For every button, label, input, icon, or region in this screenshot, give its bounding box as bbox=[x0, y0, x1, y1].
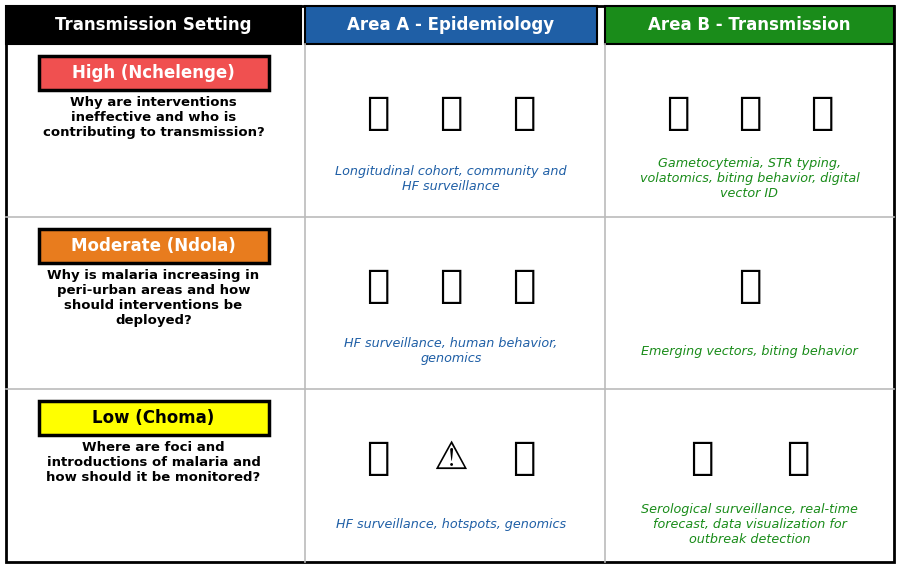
Text: Emerging vectors, biting behavior: Emerging vectors, biting behavior bbox=[641, 345, 858, 358]
Text: Serological surveillance, real-time
forecast, data visualization for
outbreak de: Serological surveillance, real-time fore… bbox=[641, 503, 858, 545]
Text: 🏬: 🏬 bbox=[512, 94, 535, 132]
Bar bbox=[305, 6, 597, 44]
Bar bbox=[39, 229, 268, 262]
Bar bbox=[6, 6, 301, 44]
Text: High (Nchelenge): High (Nchelenge) bbox=[72, 64, 235, 82]
Text: 🏺: 🏺 bbox=[810, 94, 833, 132]
Bar bbox=[605, 6, 894, 44]
Text: 🦟: 🦟 bbox=[738, 267, 761, 305]
Text: Moderate (Ndola): Moderate (Ndola) bbox=[71, 237, 236, 254]
Text: 🦟: 🦟 bbox=[666, 94, 688, 132]
Text: Gametocytemia, STR typing,
volatomics, biting behavior, digital
vector ID: Gametocytemia, STR typing, volatomics, b… bbox=[640, 157, 860, 200]
Text: HF surveillance, human behavior,
genomics: HF surveillance, human behavior, genomic… bbox=[345, 337, 558, 365]
Text: 🧬: 🧬 bbox=[512, 267, 535, 305]
Text: 🦟: 🦟 bbox=[738, 94, 761, 132]
Text: 🧬: 🧬 bbox=[512, 440, 535, 477]
Text: 📊: 📊 bbox=[786, 440, 809, 477]
Text: Area A - Epidemiology: Area A - Epidemiology bbox=[347, 16, 554, 34]
Text: Transmission Setting: Transmission Setting bbox=[55, 16, 252, 34]
Text: 👥: 👥 bbox=[366, 94, 390, 132]
Text: Where are foci and
introductions of malaria and
how should it be monitored?: Where are foci and introductions of mala… bbox=[47, 441, 261, 485]
Text: 🏥: 🏥 bbox=[366, 440, 390, 477]
Text: 🏥: 🏥 bbox=[366, 267, 390, 305]
Text: 🚌: 🚌 bbox=[439, 267, 463, 305]
Text: 🏥: 🏥 bbox=[439, 94, 463, 132]
Text: HF surveillance, hotspots, genomics: HF surveillance, hotspots, genomics bbox=[336, 517, 566, 531]
Text: Longitudinal cohort, community and
HF surveillance: Longitudinal cohort, community and HF su… bbox=[335, 165, 567, 193]
Text: Low (Choma): Low (Choma) bbox=[93, 410, 214, 427]
Bar bbox=[39, 402, 268, 435]
Bar bbox=[39, 56, 268, 90]
Text: Why are interventions
ineffective and who is
contributing to transmission?: Why are interventions ineffective and wh… bbox=[42, 96, 265, 139]
Text: Area B - Transmission: Area B - Transmission bbox=[648, 16, 850, 34]
Text: Why is malaria increasing in
peri-urban areas and how
should interventions be
de: Why is malaria increasing in peri-urban … bbox=[48, 269, 259, 327]
Text: ⚠: ⚠ bbox=[434, 440, 468, 477]
Text: 🧪: 🧪 bbox=[689, 440, 713, 477]
